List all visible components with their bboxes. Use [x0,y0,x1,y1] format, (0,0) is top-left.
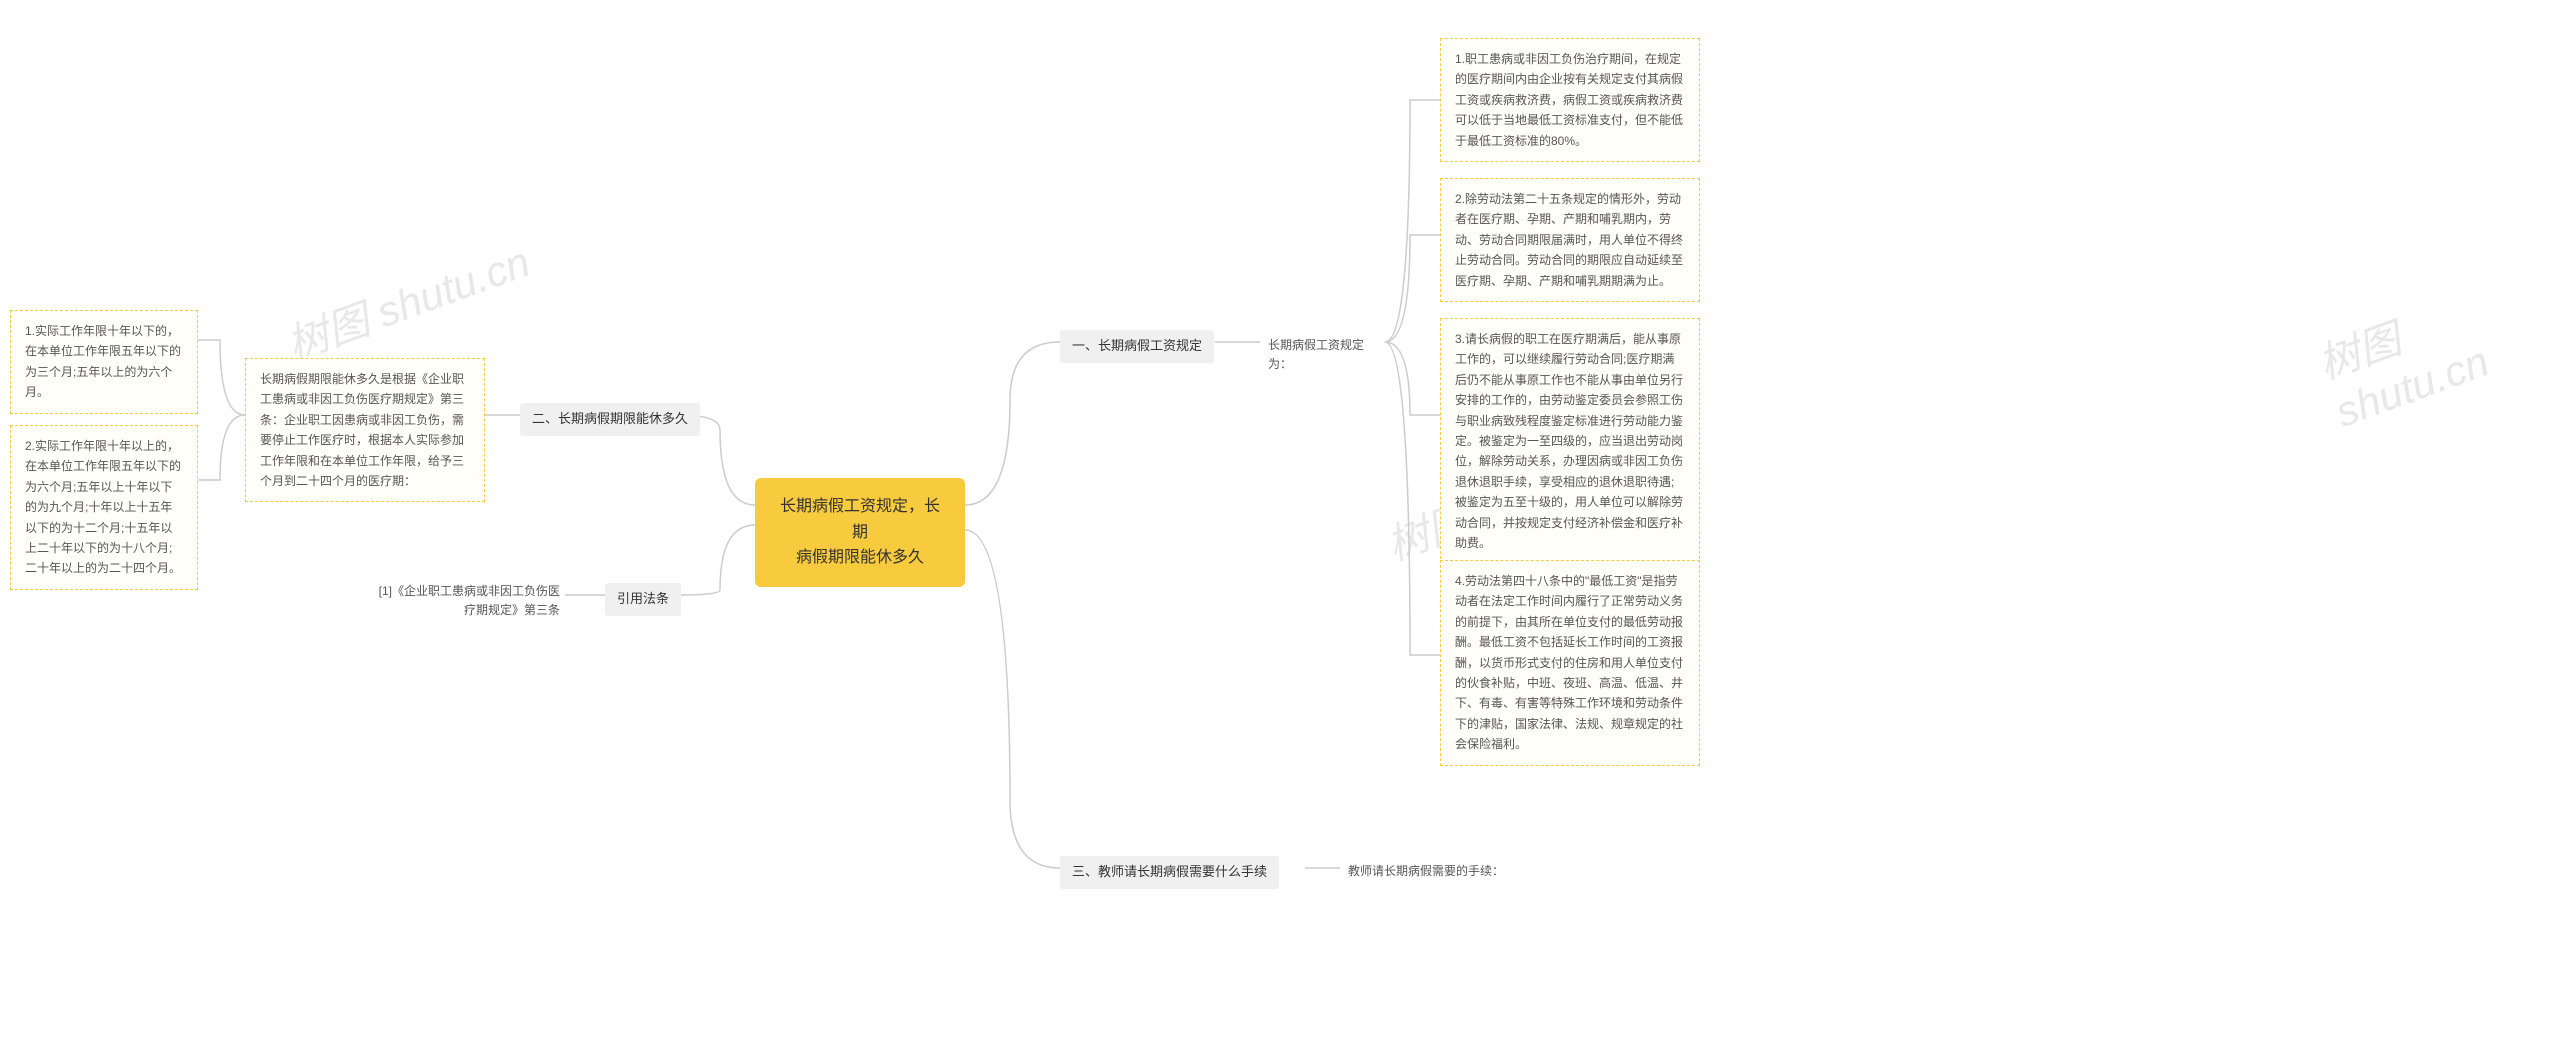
center-line2: 病假期限能休多久 [796,549,924,566]
branch-duration-sub: 长期病假期限能休多久是根据《企业职工患病或非因工负伤医疗期规定》第三条：企业职工… [245,358,485,502]
leaf-text: 2.除劳动法第二十五条规定的情形外，劳动者在医疗期、孕期、产期和哺乳期内，劳动、… [1455,192,1683,288]
sub-label: 长期病假工资规定为： [1268,338,1364,371]
watermark: 树图 shutu.cn [277,228,537,372]
watermark: 树图 shutu.cn [2309,252,2560,437]
cite-text: [1]《企业职工患病或非因工负伤医疗期规定》第三条 [379,584,560,617]
leaf-text: 1.职工患病或非因工负伤治疗期间，在规定的医疗期间内由企业按有关规定支付其病假工… [1455,52,1683,148]
center-line1: 长期病假工资规定，长期 [780,498,940,541]
center-node: 长期病假工资规定，长期 病假期限能休多久 [755,478,965,587]
leaf-salary-4: 4.劳动法第四十八条中的"最低工资"是指劳动者在法定工作时间内履行了正常劳动义务… [1440,560,1700,766]
branch-label: 一、长期病假工资规定 [1072,338,1202,353]
leaf-text: 3.请长病假的职工在医疗期满后，能从事原工作的，可以继续履行劳动合同;医疗期满后… [1455,332,1683,550]
branch-teacher: 三、教师请长期病假需要什么手续 [1060,856,1279,889]
sub-text: 长期病假期限能休多久是根据《企业职工患病或非因工负伤医疗期规定》第三条：企业职工… [260,372,464,488]
leaf-text: 4.劳动法第四十八条中的"最低工资"是指劳动者在法定工作时间内履行了正常劳动义务… [1455,574,1683,751]
branch-teacher-sub: 教师请长期病假需要的手续： [1340,858,1512,885]
branch-duration: 二、长期病假期限能休多久 [520,403,700,436]
branch-label: 引用法条 [617,591,669,606]
sub-label: 教师请长期病假需要的手续： [1348,864,1504,878]
leaf-duration-2: 2.实际工作年限十年以上的，在本单位工作年限五年以下的为六个月;五年以上十年以下… [10,425,198,590]
leaf-text: 2.实际工作年限十年以上的，在本单位工作年限五年以下的为六个月;五年以上十年以下… [25,439,181,575]
branch-label: 二、长期病假期限能休多久 [532,411,688,426]
leaf-text: 1.实际工作年限十年以下的，在本单位工作年限五年以下的为三个月;五年以上的为六个… [25,324,181,399]
leaf-salary-1: 1.职工患病或非因工负伤治疗期间，在规定的医疗期间内由企业按有关规定支付其病假工… [1440,38,1700,162]
leaf-duration-1: 1.实际工作年限十年以下的，在本单位工作年限五年以下的为三个月;五年以上的为六个… [10,310,198,414]
leaf-salary-2: 2.除劳动法第二十五条规定的情形外，劳动者在医疗期、孕期、产期和哺乳期内，劳动、… [1440,178,1700,302]
branch-salary-sub: 长期病假工资规定为： [1260,332,1390,378]
branch-salary-rules: 一、长期病假工资规定 [1060,330,1214,363]
branch-label: 三、教师请长期病假需要什么手续 [1072,864,1267,879]
leaf-salary-3: 3.请长病假的职工在医疗期满后，能从事原工作的，可以继续履行劳动合同;医疗期满后… [1440,318,1700,564]
citation-text: [1]《企业职工患病或非因工负伤医疗期规定》第三条 [370,578,568,624]
connector-lines [0,0,2560,1053]
branch-citation: 引用法条 [605,583,681,616]
